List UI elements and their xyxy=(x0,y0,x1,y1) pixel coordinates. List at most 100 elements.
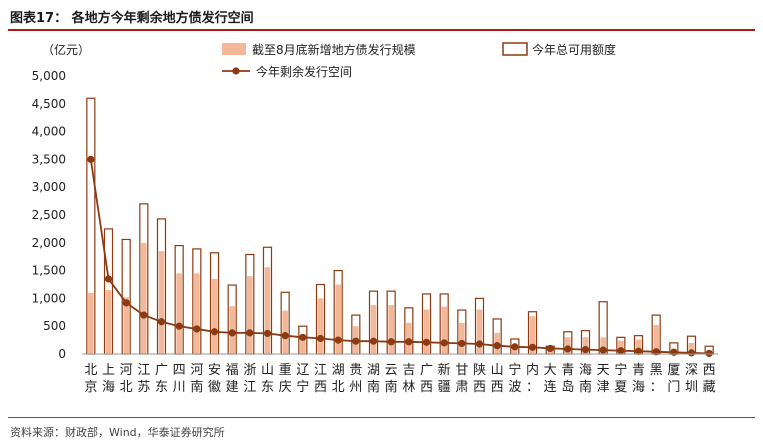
remaining-point xyxy=(493,342,501,350)
x-tick-label: 贵州 xyxy=(349,363,362,395)
remaining-point xyxy=(581,345,590,354)
remaining-point xyxy=(334,336,342,344)
issued-bar xyxy=(211,278,218,354)
x-tick-label: 北京 xyxy=(84,363,97,395)
remaining-point xyxy=(157,318,166,326)
legend-marker-remaining xyxy=(232,67,240,75)
remaining-point xyxy=(687,349,696,357)
issued-bar xyxy=(459,322,465,354)
y-tick-label: 3,000 xyxy=(32,180,66,194)
remaining-point xyxy=(140,311,148,319)
x-tick-label: 河南 xyxy=(190,363,203,395)
remaining-point xyxy=(352,337,360,345)
issued-bar xyxy=(370,305,377,354)
y-tick-label: 500 xyxy=(43,319,66,333)
issued-bar xyxy=(176,273,182,354)
remaining-point xyxy=(564,345,572,353)
y-tick-label: 1,500 xyxy=(32,264,66,278)
title-divider xyxy=(8,29,755,31)
remaining-point xyxy=(299,333,307,341)
x-tick-label: 安徽 xyxy=(208,363,221,395)
legend-label-issued: 截至8月底新增地方债发行规模 xyxy=(252,42,416,57)
legend-swatch-quota xyxy=(502,42,528,56)
remaining-point xyxy=(705,349,713,358)
remaining-point xyxy=(246,329,254,337)
issued-bar xyxy=(635,339,642,354)
source-note: 资料来源：财政部，Wind，华泰证券研究所 xyxy=(10,426,225,439)
x-tick-label: 青海 xyxy=(632,363,645,395)
issued-bar xyxy=(529,316,536,354)
issued-bar xyxy=(247,276,253,354)
remaining-point xyxy=(546,344,554,353)
remaining-line xyxy=(87,155,713,358)
x-tick-label: 山西 xyxy=(491,363,504,395)
footer-divider xyxy=(8,417,755,418)
figure-title: 图表17： 各地方今年剩余地方债发行空间 xyxy=(10,11,254,26)
issued-bar xyxy=(158,251,165,354)
y-tick-label: 1,000 xyxy=(32,291,66,305)
issued-bar xyxy=(476,309,483,354)
remaining-point xyxy=(175,322,183,330)
issued-bar xyxy=(547,350,553,354)
issued-bar xyxy=(388,305,394,354)
issued-bar xyxy=(194,273,200,354)
x-tick-label: 吉林 xyxy=(402,363,415,395)
x-tick-label: 辽宁 xyxy=(296,363,309,395)
issued-bar xyxy=(264,267,271,354)
x-tick-label: 湖北 xyxy=(332,363,345,395)
remaining-point xyxy=(422,338,431,346)
x-tick-label: 云南 xyxy=(385,363,398,395)
x-tick-label: 广东 xyxy=(155,363,168,395)
remaining-point xyxy=(104,275,113,283)
remaining-point xyxy=(458,339,466,348)
issued-bar xyxy=(688,342,695,354)
y-tick-label: 0 xyxy=(58,347,66,361)
issued-bar xyxy=(141,242,147,354)
issued-bar xyxy=(88,292,94,354)
x-tick-label: 广西 xyxy=(420,363,433,395)
x-tick-label: 宁波 xyxy=(508,362,521,395)
x-tick-label: 陕西 xyxy=(473,363,486,395)
x-tick-label: 深圳 xyxy=(685,363,698,395)
x-tick-label: 海南 xyxy=(579,363,592,395)
x-tick-label: 福建 xyxy=(226,363,239,395)
figure-header: 图表17： 各地方今年剩余地方债发行空间 xyxy=(8,4,755,31)
x-tick-label: 山东 xyxy=(261,363,274,395)
remaining-point xyxy=(634,347,643,355)
remaining-point xyxy=(228,329,236,337)
legend-label-remaining: 今年剩余发行空间 xyxy=(256,64,352,79)
x-tick-label: 宁夏 xyxy=(614,362,627,395)
issued-bar xyxy=(423,309,430,354)
x-tick-label: 重庆 xyxy=(279,362,292,395)
legend-label-quota: 今年总可用额度 xyxy=(532,42,616,57)
issued-bar xyxy=(653,325,659,354)
issued-bar xyxy=(317,298,324,354)
remaining-point xyxy=(528,343,537,351)
remaining-point xyxy=(369,337,378,345)
remaining-point xyxy=(617,347,625,355)
y-tick-label: 2,500 xyxy=(32,208,66,222)
remaining-point xyxy=(440,339,448,347)
x-tick-label: 厦门 xyxy=(667,363,680,395)
remaining-point xyxy=(316,334,325,343)
issued-bar xyxy=(335,284,341,354)
x-tick-label: 黑： xyxy=(650,363,663,395)
remaining-point xyxy=(263,329,272,338)
x-axis: 北京上海河北江苏广东四川河南安徽福建浙江山东重庆辽宁江西湖北贵州湖南云南吉林广西… xyxy=(82,353,718,395)
x-tick-label: 江苏 xyxy=(137,363,150,395)
remaining-point xyxy=(281,332,289,340)
remaining-point xyxy=(193,325,201,333)
x-tick-label: 大连 xyxy=(544,363,557,395)
issued-bar xyxy=(582,337,589,354)
x-tick-label: 甘肃 xyxy=(455,363,468,395)
chart: 0 500 1,000 1,500 2,000 2,500 3,000 3,500 4,000 4… xyxy=(32,42,718,395)
x-tick-label: 浙江 xyxy=(243,363,256,395)
remaining-point xyxy=(387,338,395,346)
x-tick-label: 河北 xyxy=(120,363,133,395)
y-tick-label: 4,000 xyxy=(32,125,66,139)
x-tick-label: 四川 xyxy=(173,363,186,395)
y-tick-label: 2,000 xyxy=(32,236,66,250)
issued-bar xyxy=(600,337,606,354)
y-tick-label: 4,500 xyxy=(32,97,66,111)
x-tick-label: 江西 xyxy=(314,363,327,395)
